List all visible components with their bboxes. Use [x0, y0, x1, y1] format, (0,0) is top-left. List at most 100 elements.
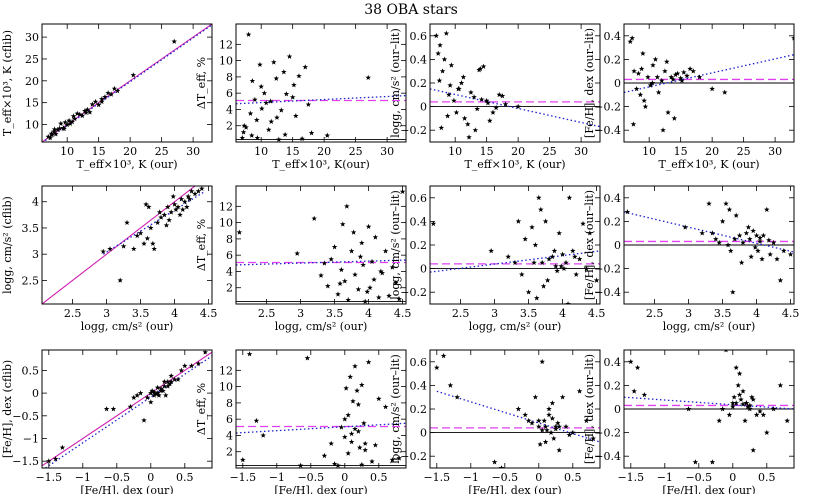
data-point	[441, 56, 448, 62]
data-point	[111, 85, 118, 92]
data-point	[628, 358, 634, 365]
figure-title: 38 OBA stars	[364, 2, 458, 18]
data-point	[354, 387, 360, 394]
data-point	[294, 250, 300, 256]
data-point	[257, 61, 263, 68]
data-point	[570, 248, 576, 254]
data-point	[570, 429, 576, 435]
data-point	[178, 367, 185, 373]
data-point	[254, 117, 260, 123]
x-tick-label: 15	[286, 145, 300, 158]
y-tick-label: −0.2	[400, 286, 427, 299]
fit-line	[624, 54, 794, 94]
data-point	[151, 392, 157, 398]
data-point	[750, 227, 756, 234]
x-tick-label: 4	[753, 307, 760, 320]
data-point	[297, 462, 304, 468]
data-point	[757, 238, 763, 244]
data-point	[372, 442, 379, 448]
data-point	[587, 230, 593, 236]
data-point	[525, 417, 532, 424]
data-point	[165, 204, 171, 210]
data-point	[268, 118, 275, 124]
x-tick-label: 25	[155, 145, 169, 158]
y-tick-label: 2	[226, 446, 233, 459]
x-tick-label: 3.5	[132, 307, 150, 320]
data-point	[716, 417, 722, 424]
panel-1-1: 2.5 3 3.5 4 4.5 2 4 6 8 10 12 logg, cm/s² (our) ΔT_e…	[195, 185, 412, 333]
data-point	[583, 417, 590, 424]
data-point	[559, 251, 566, 257]
data-point	[258, 83, 264, 90]
data-point	[83, 109, 89, 116]
data-point	[542, 439, 549, 445]
x-tick-label: 4.5	[394, 307, 412, 320]
y-tick-label: 0.4	[604, 192, 622, 205]
data-point	[641, 391, 648, 398]
y-tick-label: 0	[420, 427, 427, 440]
data-point	[393, 279, 399, 286]
data-point	[544, 277, 551, 283]
data-point	[352, 426, 358, 432]
data-point	[246, 351, 253, 357]
data-point	[348, 248, 355, 254]
data-point	[731, 394, 737, 400]
data-point	[105, 90, 111, 96]
data-point	[382, 404, 389, 410]
plot-area	[430, 194, 600, 304]
data-point	[372, 234, 379, 240]
x-tick-label: −1.5	[423, 471, 450, 484]
data-point	[102, 94, 108, 100]
y-tick-label: 0	[420, 263, 427, 276]
data-point	[166, 217, 172, 223]
data-point	[161, 378, 168, 385]
data-point	[766, 237, 772, 243]
data-point	[551, 248, 558, 254]
data-point	[276, 136, 282, 142]
data-point	[344, 203, 350, 209]
x-tick-label: 3	[685, 307, 692, 320]
y-tick-label: 0.4	[410, 379, 428, 392]
data-point	[563, 259, 569, 266]
data-point	[485, 100, 491, 106]
data-point	[529, 420, 535, 426]
data-point	[465, 121, 471, 127]
y-tick-label: 12	[219, 200, 233, 213]
y-tick-label: 6	[226, 87, 233, 100]
data-point	[637, 91, 644, 98]
data-point	[713, 236, 719, 242]
data-point	[382, 248, 389, 254]
data-point	[659, 77, 665, 83]
data-point	[674, 70, 681, 76]
data-point	[148, 399, 154, 405]
data-point	[559, 394, 566, 400]
data-point	[99, 96, 105, 102]
fit-line	[624, 211, 794, 253]
x-tick-label: 20	[705, 145, 719, 158]
x-tick-label: 10	[254, 145, 268, 158]
y-axis-label: [Fe/H], dex (our–lit)	[583, 190, 596, 300]
data-point	[472, 127, 479, 133]
data-point	[541, 417, 547, 424]
data-point	[89, 101, 96, 107]
data-point	[305, 101, 312, 107]
data-point	[168, 372, 174, 379]
x-tick-label: 2.5	[452, 307, 470, 320]
data-point	[512, 259, 518, 266]
data-point	[534, 295, 540, 301]
data-point	[114, 87, 121, 94]
data-point	[461, 115, 468, 121]
data-point	[359, 382, 365, 388]
data-point	[745, 403, 751, 409]
data-point	[184, 204, 190, 210]
x-tick-label: 25	[737, 145, 751, 158]
data-point	[53, 131, 59, 137]
data-point	[652, 56, 659, 62]
data-point	[261, 90, 268, 96]
y-tick-label: 8	[226, 397, 233, 410]
data-point	[283, 91, 290, 97]
x-tick-label: 10	[448, 145, 462, 158]
data-point	[738, 396, 744, 402]
data-point	[253, 417, 260, 424]
data-point	[439, 68, 446, 74]
